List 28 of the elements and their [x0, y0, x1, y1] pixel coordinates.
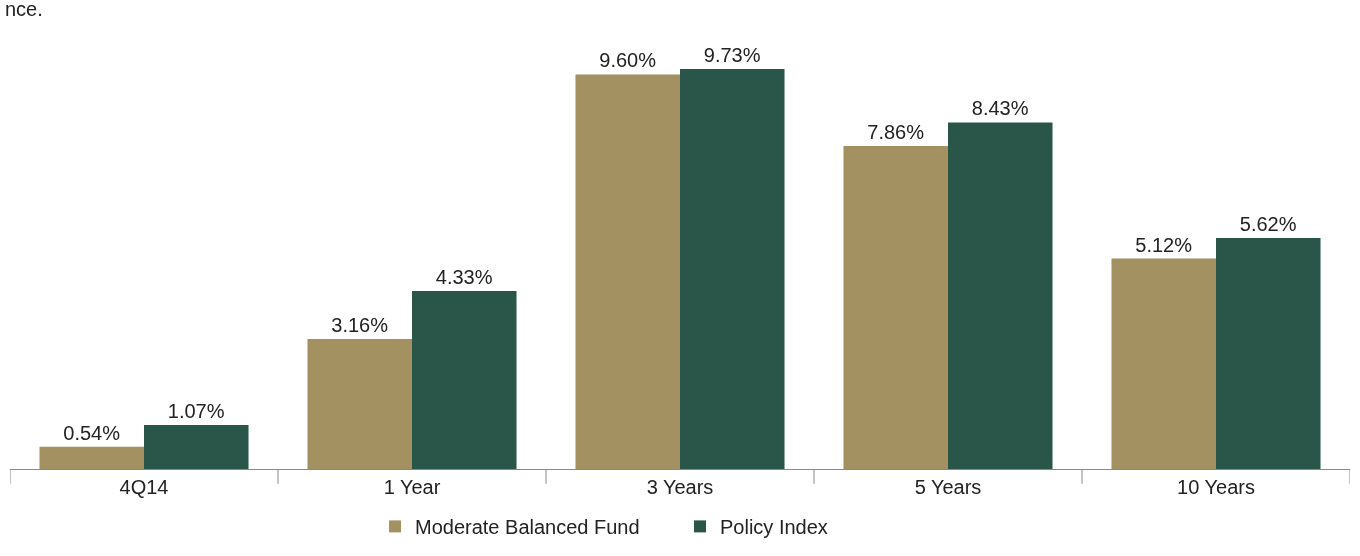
- bar: [144, 425, 249, 469]
- data-label: 4.33%: [435, 266, 493, 289]
- x-tick-label: 4Q14: [119, 476, 169, 498]
- data-label: 7.86%: [867, 120, 925, 143]
- data-label: 3.16%: [331, 314, 389, 337]
- bar: [1216, 237, 1321, 469]
- bar: [39, 446, 144, 469]
- data-label: 9.73%: [703, 44, 761, 67]
- bar: [575, 74, 680, 469]
- legend-label: Policy Index: [720, 516, 828, 539]
- text: nce.: [5, 0, 43, 20]
- data-label: 5.62%: [1239, 212, 1297, 235]
- bar: [948, 122, 1053, 469]
- bar: [412, 291, 517, 469]
- legend-label: Moderate Balanced Fund: [415, 516, 640, 539]
- bar: [1111, 258, 1216, 469]
- bar: [843, 145, 948, 469]
- data-label: 5.12%: [1135, 233, 1193, 256]
- x-tick-label: 10 Years: [1177, 476, 1255, 498]
- x-tick-label: 5 Years: [914, 476, 982, 498]
- x-tick-label: 3 Years: [646, 476, 714, 498]
- data-label: 8.43%: [971, 97, 1029, 120]
- data-label: 1.07%: [167, 400, 225, 423]
- bar: [307, 339, 412, 469]
- data-label: 9.60%: [599, 49, 657, 72]
- x-tick-label: 1 Year: [383, 476, 441, 498]
- bar: [680, 69, 785, 469]
- data-label: 0.54%: [63, 421, 121, 444]
